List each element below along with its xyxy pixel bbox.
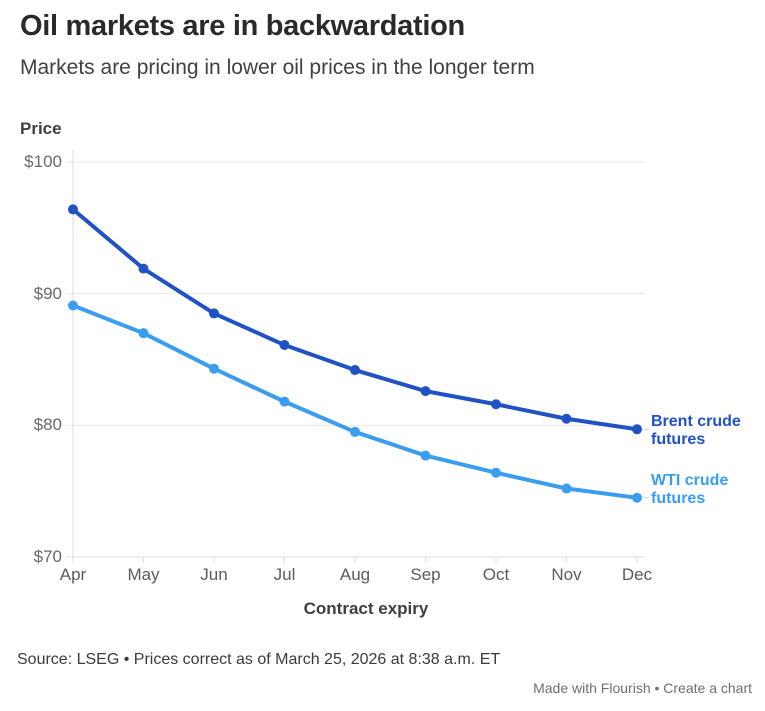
data-point-brent-crude-futures [632, 424, 642, 435]
x-axis-title: Contract expiry [303, 599, 429, 618]
series-label-wti-crude-futures: WTI crude futures [651, 472, 729, 507]
y-axis-title: Price [20, 119, 62, 138]
data-point-wti-crude-futures [350, 426, 360, 437]
x-tick-label: Oct [482, 565, 510, 584]
y-tick-label: $90 [33, 283, 62, 303]
data-point-wti-crude-futures [561, 483, 572, 494]
data-point-brent-crude-futures [491, 399, 501, 410]
data-point-wti-crude-futures [68, 300, 78, 311]
data-point-brent-crude-futures [350, 365, 360, 376]
data-point-wti-crude-futures [491, 467, 501, 478]
series-wti-crude-futures [68, 300, 649, 503]
y-tick-label: $80 [33, 415, 62, 435]
data-point-brent-crude-futures [420, 386, 431, 397]
x-tick-label: Aug [339, 565, 371, 584]
x-tick-label: Sep [410, 565, 441, 584]
data-point-wti-crude-futures [279, 396, 290, 407]
x-tick-label: Apr [59, 565, 87, 584]
x-tick-label: Dec [621, 565, 653, 584]
data-point-brent-crude-futures [279, 340, 290, 351]
series-line-wti-crude-futures [71, 303, 639, 500]
series-line-brent-crude-futures [71, 207, 639, 432]
series-label-brent-crude-futures: Brent crude futures [651, 413, 741, 448]
y-tick-label: $100 [24, 152, 62, 171]
data-point-brent-crude-futures [68, 204, 78, 215]
chart-subtitle: Markets are pricing in lower oil prices … [20, 56, 535, 79]
data-point-wti-crude-futures [420, 450, 431, 461]
data-point-wti-crude-futures [632, 492, 642, 503]
data-point-wti-crude-futures [209, 363, 219, 374]
x-tick-label: Jul [273, 565, 296, 584]
data-point-brent-crude-futures [561, 413, 572, 424]
chart-title: Oil markets are in backwardation [20, 10, 465, 42]
y-tick-label: $70 [33, 547, 62, 566]
data-point-brent-crude-futures [209, 308, 219, 319]
data-point-brent-crude-futures [138, 263, 149, 274]
series-brent-crude-futures [68, 204, 649, 435]
flourish-attribution[interactable]: Made with Flourish • Create a chart [533, 680, 752, 696]
x-tick-label: Jun [200, 565, 228, 584]
data-point-wti-crude-futures [138, 328, 149, 339]
x-tick-label: Nov [551, 565, 582, 584]
source-note: Source: LSEG • Prices correct as of Marc… [17, 651, 501, 668]
x-tick-label: May [127, 565, 160, 584]
